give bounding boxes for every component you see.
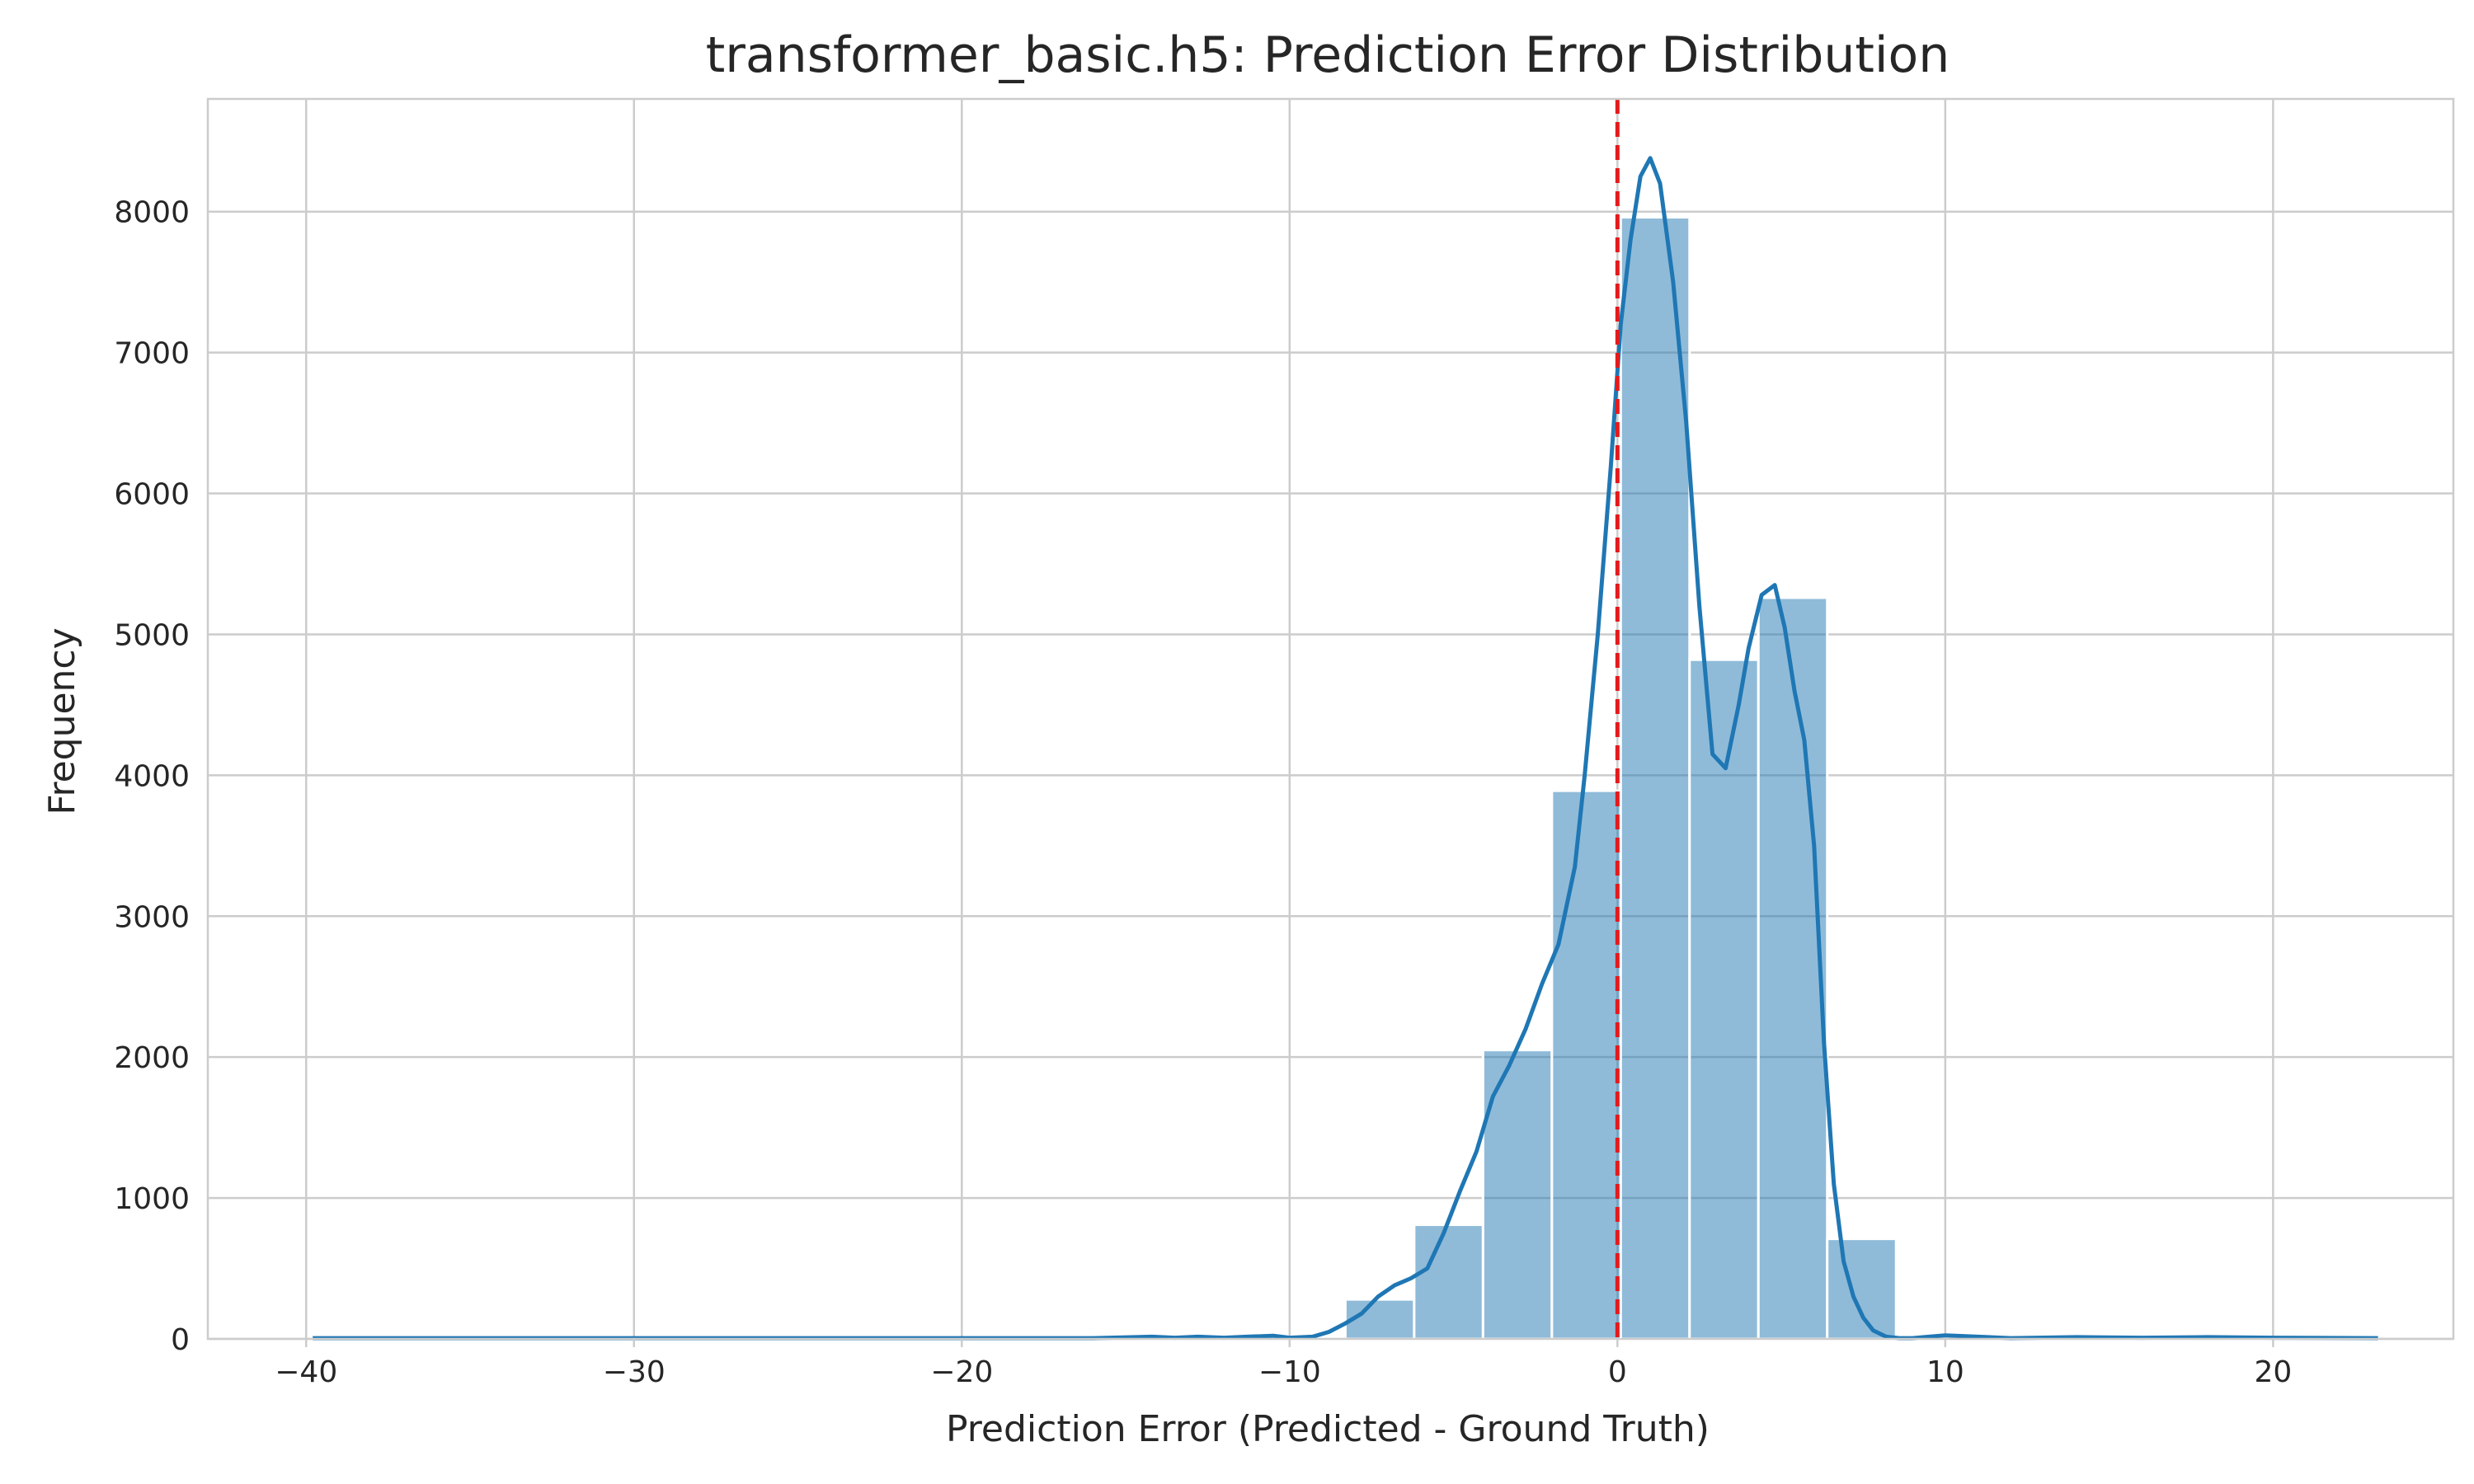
histogram-bar bbox=[1826, 1237, 1898, 1341]
x-tick-label: 0 bbox=[1608, 1355, 1627, 1389]
y-tick-label: 7000 bbox=[114, 337, 190, 371]
x-axis-label: Prediction Error (Predicted - Ground Tru… bbox=[946, 1408, 1710, 1450]
histogram-bars bbox=[311, 216, 2380, 1341]
y-axis-label: Frequency bbox=[41, 627, 83, 815]
x-tick-label: −20 bbox=[930, 1355, 993, 1389]
x-tick-label: −30 bbox=[603, 1355, 666, 1389]
y-tick-label: 6000 bbox=[114, 478, 190, 512]
density-curve bbox=[313, 156, 2378, 1341]
histogram-bar bbox=[1413, 1223, 1484, 1341]
y-tick-label: 4000 bbox=[114, 759, 190, 793]
x-axis-ticks: −40 −30 −20 −10 0 10 20 bbox=[275, 1339, 2292, 1389]
y-tick-label: 8000 bbox=[114, 196, 190, 230]
histogram-bar bbox=[1757, 596, 1829, 1341]
x-tick-label: 20 bbox=[2254, 1355, 2292, 1389]
x-tick-label: 10 bbox=[1926, 1355, 1964, 1389]
y-tick-label: 2000 bbox=[114, 1041, 190, 1075]
histogram-bar bbox=[1688, 658, 1760, 1341]
y-axis-ticks: 0 1000 2000 3000 4000 5000 6000 7000 8000 bbox=[114, 196, 190, 1357]
grid-lines bbox=[208, 99, 2453, 1341]
x-tick-label: −40 bbox=[275, 1355, 337, 1389]
y-tick-label: 0 bbox=[171, 1323, 190, 1357]
histogram-bar bbox=[1550, 789, 1622, 1341]
plot-frame bbox=[206, 97, 2455, 1341]
histogram-bar bbox=[1619, 216, 1691, 1341]
x-tick-label: −10 bbox=[1258, 1355, 1321, 1389]
y-tick-label: 5000 bbox=[114, 618, 190, 652]
density-curve-group bbox=[313, 156, 2378, 1341]
y-tick-label: 1000 bbox=[114, 1182, 190, 1216]
chart-title: transformer_basic.h5: Prediction Error D… bbox=[706, 26, 1950, 84]
y-tick-label: 3000 bbox=[114, 900, 190, 934]
